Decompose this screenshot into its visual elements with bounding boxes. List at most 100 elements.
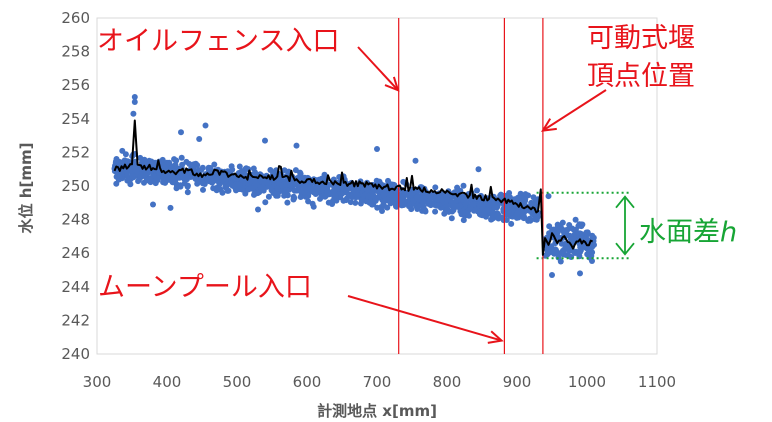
annotation-water-level-diff: 水面差h — [639, 217, 737, 248]
y-axis-title: 水位 h[mm] — [17, 143, 35, 234]
annotation-moonpool: ムーンプール入口 — [98, 272, 312, 303]
scatter-point — [181, 180, 188, 187]
scatter-point — [317, 195, 323, 202]
y-tick-label: 242 — [61, 311, 90, 329]
scatter-point — [513, 214, 520, 221]
scatter-point — [484, 207, 491, 214]
x-tick-label: 500 — [223, 373, 252, 391]
scatter-point — [545, 193, 552, 200]
scatter-point — [427, 192, 434, 199]
x-tick-label: 600 — [293, 373, 322, 391]
scatter-point — [340, 197, 347, 204]
scatter-point — [363, 198, 370, 205]
mean-line-series — [113, 119, 593, 256]
scatter-point — [515, 194, 522, 201]
scatter-point — [459, 196, 466, 202]
scatter-point — [265, 193, 272, 200]
scatter-point — [133, 166, 140, 173]
scatter-point — [432, 184, 439, 191]
scatter-point — [569, 225, 576, 232]
x-tick-label: 700 — [363, 373, 392, 391]
x-tick-label: 900 — [503, 373, 532, 391]
scatter-point — [564, 242, 571, 248]
scatter-point — [298, 188, 305, 195]
scatter-point — [200, 186, 206, 193]
scatter-point — [450, 200, 457, 207]
scatter-point — [302, 184, 309, 191]
scatter-point — [150, 201, 156, 208]
scatter-point — [583, 229, 590, 236]
x-axis-title: 計測地点 x[mm] — [317, 402, 437, 420]
y-tick-label: 258 — [61, 43, 90, 61]
scatter-point — [577, 270, 583, 277]
scatter-point — [163, 173, 170, 180]
scatter-point — [519, 211, 526, 218]
water-diff-arrowhead-top — [615, 195, 635, 209]
scatter-point — [333, 194, 339, 201]
scatter-point — [184, 189, 191, 196]
y-tick-label: 246 — [61, 244, 90, 262]
scatter-point — [560, 247, 566, 254]
x-tick-label: 1000 — [568, 373, 606, 391]
scatter-point — [242, 171, 249, 178]
scatter-point — [211, 161, 218, 168]
x-tick-label: 1100 — [638, 373, 676, 391]
scatter-point — [199, 180, 206, 187]
x-axis-ticks: 300 400 500 600 700 800 900 1000 1100 — [83, 373, 676, 391]
scatter-point — [119, 147, 126, 154]
scatter-point — [324, 189, 331, 196]
scatter-point — [585, 249, 592, 256]
scatter-point — [202, 122, 209, 129]
scatter-point — [113, 180, 120, 187]
annotation-arrowhead — [487, 330, 504, 344]
scatter-point — [293, 142, 300, 149]
y-tick-label: 240 — [61, 345, 90, 363]
scatter-point — [370, 192, 377, 199]
scatter-point — [422, 208, 429, 215]
y-tick-label: 256 — [61, 76, 90, 94]
scatter-point — [357, 200, 364, 207]
scatter-point — [460, 182, 467, 189]
scatter-point — [412, 157, 419, 164]
scatter-point — [283, 181, 290, 188]
scatter-point — [508, 220, 515, 227]
scatter-point — [219, 176, 226, 183]
scatter-point — [297, 194, 304, 200]
scatter-point — [525, 217, 532, 224]
x-tick-label: 400 — [153, 373, 182, 391]
y-tick-label: 254 — [61, 110, 90, 128]
scatter-point — [463, 199, 470, 206]
scatter-point — [255, 206, 261, 213]
annotation-arrow-shaft — [542, 89, 607, 132]
scatter-point — [364, 186, 371, 193]
scatter-point — [546, 230, 553, 237]
scatter-point — [290, 196, 297, 203]
scatter-point — [152, 177, 159, 184]
scatter-point — [178, 154, 185, 161]
scatter-point — [282, 189, 289, 195]
reference-lines — [536, 191, 635, 260]
scatter-point — [505, 210, 512, 217]
scatter-point — [567, 236, 574, 242]
scatter-point — [589, 258, 595, 264]
annotation-arrows — [347, 46, 607, 344]
scatter-point — [572, 229, 579, 236]
scatter-point — [352, 199, 359, 206]
scatter-point — [444, 196, 450, 203]
y-tick-label: 250 — [61, 177, 90, 195]
scatter-point — [551, 250, 558, 257]
plot-area-border — [96, 17, 658, 355]
scatter-point — [400, 178, 407, 185]
scatter-point — [557, 258, 564, 265]
scatter-point — [402, 190, 409, 197]
scatter-point — [130, 110, 137, 117]
scatter-point — [560, 228, 567, 235]
scatter-point — [500, 206, 507, 213]
scatter-point — [420, 199, 427, 206]
scatter-point — [406, 203, 412, 210]
scatter-point — [209, 177, 216, 184]
scatter-point — [131, 99, 138, 105]
scatter-point — [479, 212, 486, 219]
scatter-point — [242, 190, 249, 197]
scatter-point — [530, 194, 537, 201]
